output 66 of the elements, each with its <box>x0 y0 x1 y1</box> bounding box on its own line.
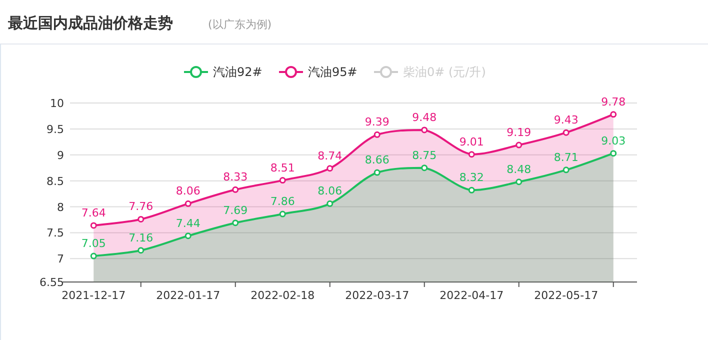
point <box>421 164 428 172</box>
y-tick-label: 9.5 <box>46 122 64 136</box>
y-tick-label: 7 <box>57 252 64 266</box>
point <box>232 220 239 226</box>
data-label: 8.06 <box>318 184 342 198</box>
data-label: 9.03 <box>601 134 626 148</box>
point <box>279 177 286 184</box>
chart-subtitle: (以广东为例) <box>208 18 272 31</box>
data-label: 7.05 <box>81 237 106 250</box>
data-label: 9.19 <box>506 126 532 140</box>
data-label: 8.48 <box>506 162 532 176</box>
point <box>610 111 617 118</box>
data-label: 9.01 <box>459 135 484 148</box>
data-label: 7.86 <box>270 195 295 208</box>
point <box>279 210 286 218</box>
y-tick-label: 9 <box>57 148 64 162</box>
point <box>610 150 617 157</box>
data-label: 7.69 <box>223 204 248 217</box>
point <box>468 186 475 194</box>
data-label: 8.51 <box>270 161 295 174</box>
point <box>562 166 570 174</box>
point <box>184 200 192 207</box>
x-tick-label: 2022-01-17 <box>156 289 220 302</box>
data-label: 7.16 <box>128 231 154 244</box>
data-label: 8.75 <box>412 148 437 162</box>
point <box>374 131 380 138</box>
point <box>90 222 97 229</box>
x-tick-label: 2022-05-17 <box>534 289 598 302</box>
data-label: 9.39 <box>364 116 390 129</box>
data-label: 7.44 <box>176 216 200 230</box>
point <box>516 142 522 148</box>
y-tick-label: 8.5 <box>46 174 64 188</box>
y-tick-label: 10 <box>50 97 64 110</box>
point <box>516 178 522 186</box>
x-tick-label: 2022-03-17 <box>345 289 410 302</box>
data-label: 8.74 <box>318 149 342 162</box>
x-tick-label: 2022-02-18 <box>250 289 315 302</box>
x-tick-label: 2022-04-17 <box>440 289 504 302</box>
data-label: 9.78 <box>601 95 626 108</box>
data-label: 9.43 <box>554 114 578 127</box>
data-label: 8.66 <box>364 154 390 167</box>
point <box>421 126 428 134</box>
point <box>90 252 97 260</box>
point <box>232 186 239 193</box>
point <box>326 200 334 207</box>
data-label: 8.06 <box>176 184 200 198</box>
data-label: 8.33 <box>223 170 248 184</box>
y-tick-label: 8 <box>57 200 64 214</box>
point <box>138 247 144 254</box>
data-label: 9.48 <box>412 110 437 124</box>
point <box>374 169 380 176</box>
data-label: 7.76 <box>128 200 154 214</box>
point <box>468 151 475 158</box>
point <box>138 216 144 222</box>
point <box>562 129 570 136</box>
legend-label: 汽油95# <box>308 65 358 79</box>
data-label: 8.32 <box>459 171 484 184</box>
legend-label: 汽油92# <box>213 65 262 79</box>
chart-title: 最近国内成品油价格走势 <box>7 14 173 32</box>
data-label: 7.64 <box>81 206 106 220</box>
point <box>326 165 334 172</box>
point <box>184 232 192 240</box>
y-tick-label: 6.55 <box>40 276 64 289</box>
data-label: 8.71 <box>554 150 578 164</box>
y-tick-label: 7.5 <box>46 226 64 240</box>
x-tick-label: 2021-12-17 <box>62 289 126 302</box>
